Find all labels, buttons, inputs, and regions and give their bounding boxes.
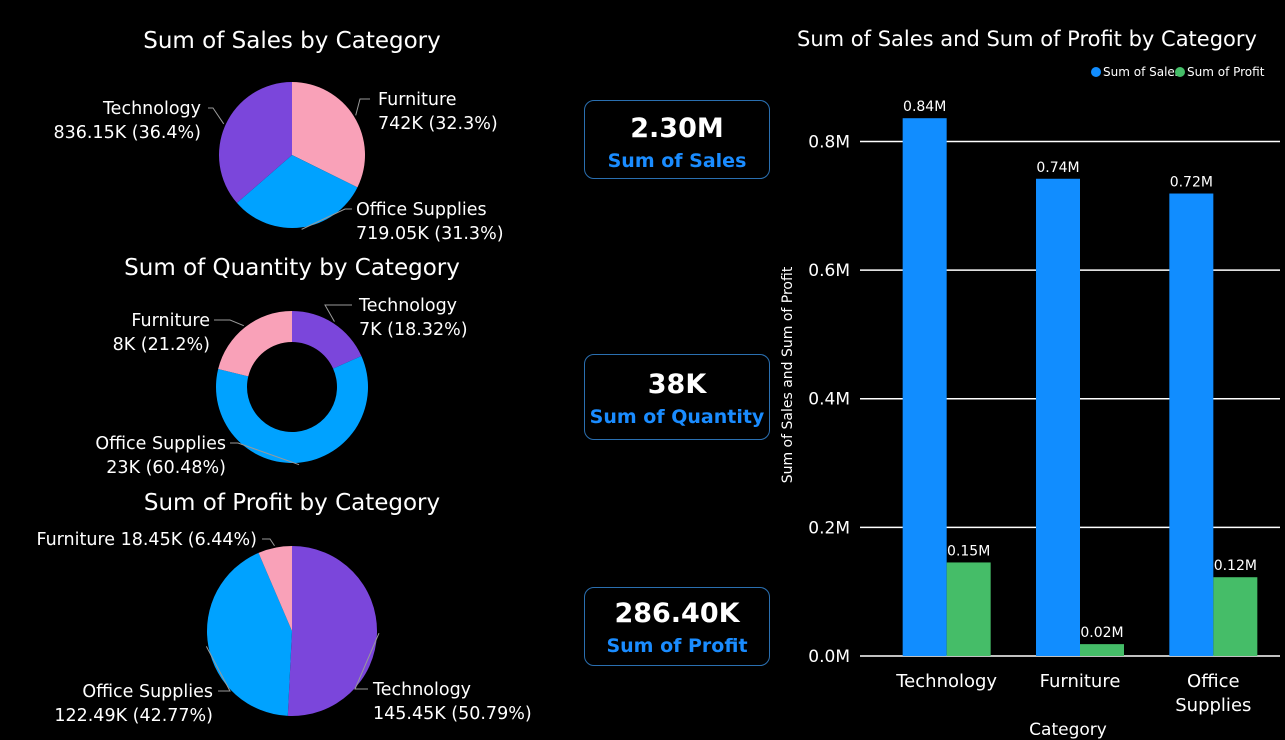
sales-value-label-furniture: 742K (32.3%) bbox=[378, 114, 498, 134]
profit-pie-chart: Technology 145.45K (50.79%) Office Supplie… bbox=[36, 530, 532, 726]
kpi-profit-label: Sum of Profit bbox=[606, 635, 748, 657]
kpi-quantity-value: 38K bbox=[647, 369, 707, 400]
sales-leader-office-supplies bbox=[301, 208, 352, 230]
kpi-sales-value: 2.30M bbox=[630, 113, 724, 144]
profit-label-furniture: Furniture 18.45K (6.44%) bbox=[36, 530, 257, 550]
bar-value-label-sum-of-profit-furniture: 0.02M bbox=[1080, 625, 1123, 641]
bar-value-label-sum-of-profit-technology: 0.15M bbox=[947, 543, 990, 559]
legend-marker-sum-of-profit bbox=[1175, 67, 1185, 77]
quantity-donut-chart: Technology 7K (18.32%) Office Supplies 23K … bbox=[95, 296, 468, 478]
sales-label-office-supplies: Office Supplies bbox=[356, 200, 487, 220]
sales-slice-office-supplies[interactable] bbox=[236, 155, 358, 228]
sales-pie-chart: Furniture 742K (32.3%) Office Supplies 719.… bbox=[53, 82, 504, 244]
x-tick-label-technology: Technology bbox=[895, 671, 997, 692]
sales-leader-furniture bbox=[355, 98, 370, 116]
bar-chart-legend: Sum of Sales Sum of Profit bbox=[1091, 65, 1265, 79]
y-tick-label: 0.0M bbox=[808, 647, 850, 667]
y-axis-title: Sum of Sales and Sum of Profit bbox=[780, 266, 796, 483]
quantity-label-office-supplies: Office Supplies bbox=[95, 434, 226, 454]
bar-value-label-sum-of-sales-office-supplies: 0.72M bbox=[1170, 175, 1213, 191]
profit-slice-furniture[interactable] bbox=[258, 546, 292, 631]
sales-value-label-technology: 836.15K (36.4%) bbox=[53, 123, 201, 143]
quantity-value-label-technology: 7K (18.32%) bbox=[359, 320, 468, 340]
quantity-leader-furniture bbox=[214, 319, 244, 327]
y-tick-label: 0.4M bbox=[808, 390, 850, 410]
y-tick-label: 0.2M bbox=[808, 518, 850, 538]
kpi-card-sales: 2.30M Sum of Sales bbox=[584, 100, 770, 179]
profit-label-office-supplies: Office Supplies bbox=[82, 682, 213, 702]
quantity-donut-title: Sum of Quantity by Category bbox=[124, 255, 460, 281]
bar-sum-of-profit-technology[interactable] bbox=[946, 562, 991, 656]
quantity-leader-office-supplies bbox=[230, 442, 300, 466]
bar-sum-of-profit-furniture[interactable] bbox=[1080, 644, 1124, 656]
sales-pie-title: Sum of Sales by Category bbox=[143, 28, 441, 54]
x-tick-label-furniture: Furniture bbox=[1040, 671, 1121, 692]
quantity-slice-technology[interactable] bbox=[292, 311, 362, 369]
profit-leader-furniture bbox=[262, 538, 275, 547]
sales-leader-technology bbox=[208, 107, 225, 125]
profit-pie-title: Sum of Profit by Category bbox=[143, 490, 441, 516]
y-tick-label: 0.6M bbox=[808, 261, 850, 281]
bar-chart-title: Sum of Sales and Sum of Profit by Catego… bbox=[797, 27, 1257, 51]
kpi-card-profit: 286.40K Sum of Profit bbox=[584, 587, 770, 666]
bar-sum-of-sales-technology[interactable] bbox=[902, 118, 947, 657]
profit-leader-office-supplies bbox=[205, 646, 231, 692]
kpi-sales-label: Sum of Sales bbox=[607, 150, 747, 172]
sales-profit-bar-chart: Sum of Sales and Sum of Profit by Catego… bbox=[780, 27, 1280, 740]
quantity-value-label-office-supplies: 23K (60.48%) bbox=[106, 458, 226, 478]
quantity-slice-office-supplies[interactable] bbox=[216, 356, 368, 463]
bar-chart-bars: 0.84M 0.15M Technology 0.74M 0.02M Furniture 0… bbox=[895, 99, 1258, 716]
bar-sum-of-sales-furniture[interactable] bbox=[1036, 178, 1080, 656]
profit-slice-technology[interactable] bbox=[287, 546, 378, 717]
kpi-profit-value: 286.40K bbox=[614, 598, 740, 629]
legend-label-sum-of-profit: Sum of Profit bbox=[1187, 65, 1265, 79]
y-tick-label: 0.8M bbox=[808, 132, 850, 152]
sales-label-furniture: Furniture bbox=[378, 90, 457, 110]
bar-sum-of-sales-office-supplies[interactable] bbox=[1169, 193, 1214, 656]
quantity-label-furniture: Furniture bbox=[131, 311, 210, 331]
sales-value-label-office-supplies: 719.05K (31.3%) bbox=[356, 224, 504, 244]
quantity-value-label-furniture: 8K (21.2%) bbox=[113, 335, 210, 355]
legend-marker-sum-of-sales bbox=[1091, 67, 1101, 77]
profit-label-technology: Technology bbox=[372, 680, 471, 700]
quantity-label-technology: Technology bbox=[358, 296, 457, 316]
sales-slice-technology[interactable] bbox=[219, 82, 292, 203]
quantity-leader-technology bbox=[324, 304, 352, 322]
sales-slice-furniture[interactable] bbox=[292, 82, 365, 188]
legend-label-sum-of-sales: Sum of Sales bbox=[1103, 65, 1181, 79]
profit-value-label-office-supplies: 122.49K (42.77%) bbox=[54, 706, 213, 726]
profit-slice-office-supplies[interactable] bbox=[206, 552, 292, 716]
profit-value-label-technology: 145.45K (50.79%) bbox=[373, 704, 532, 724]
quantity-slice-furniture[interactable] bbox=[218, 311, 292, 377]
bar-value-label-sum-of-sales-furniture: 0.74M bbox=[1036, 160, 1079, 176]
x-tick-label-office-supplies: Office bbox=[1187, 671, 1240, 692]
bar-value-label-sum-of-sales-technology: 0.84M bbox=[903, 99, 946, 115]
x-axis-title: Category bbox=[1029, 720, 1107, 740]
bar-sum-of-profit-office-supplies[interactable] bbox=[1213, 577, 1258, 656]
kpi-card-quantity: 38K Sum of Quantity bbox=[584, 354, 770, 440]
bar-value-label-sum-of-profit-office-supplies: 0.12M bbox=[1214, 558, 1257, 574]
profit-leader-technology bbox=[354, 632, 380, 690]
x-tick-label-office-supplies: Supplies bbox=[1175, 695, 1251, 716]
sales-label-technology: Technology bbox=[102, 99, 201, 119]
kpi-quantity-label: Sum of Quantity bbox=[589, 406, 765, 428]
